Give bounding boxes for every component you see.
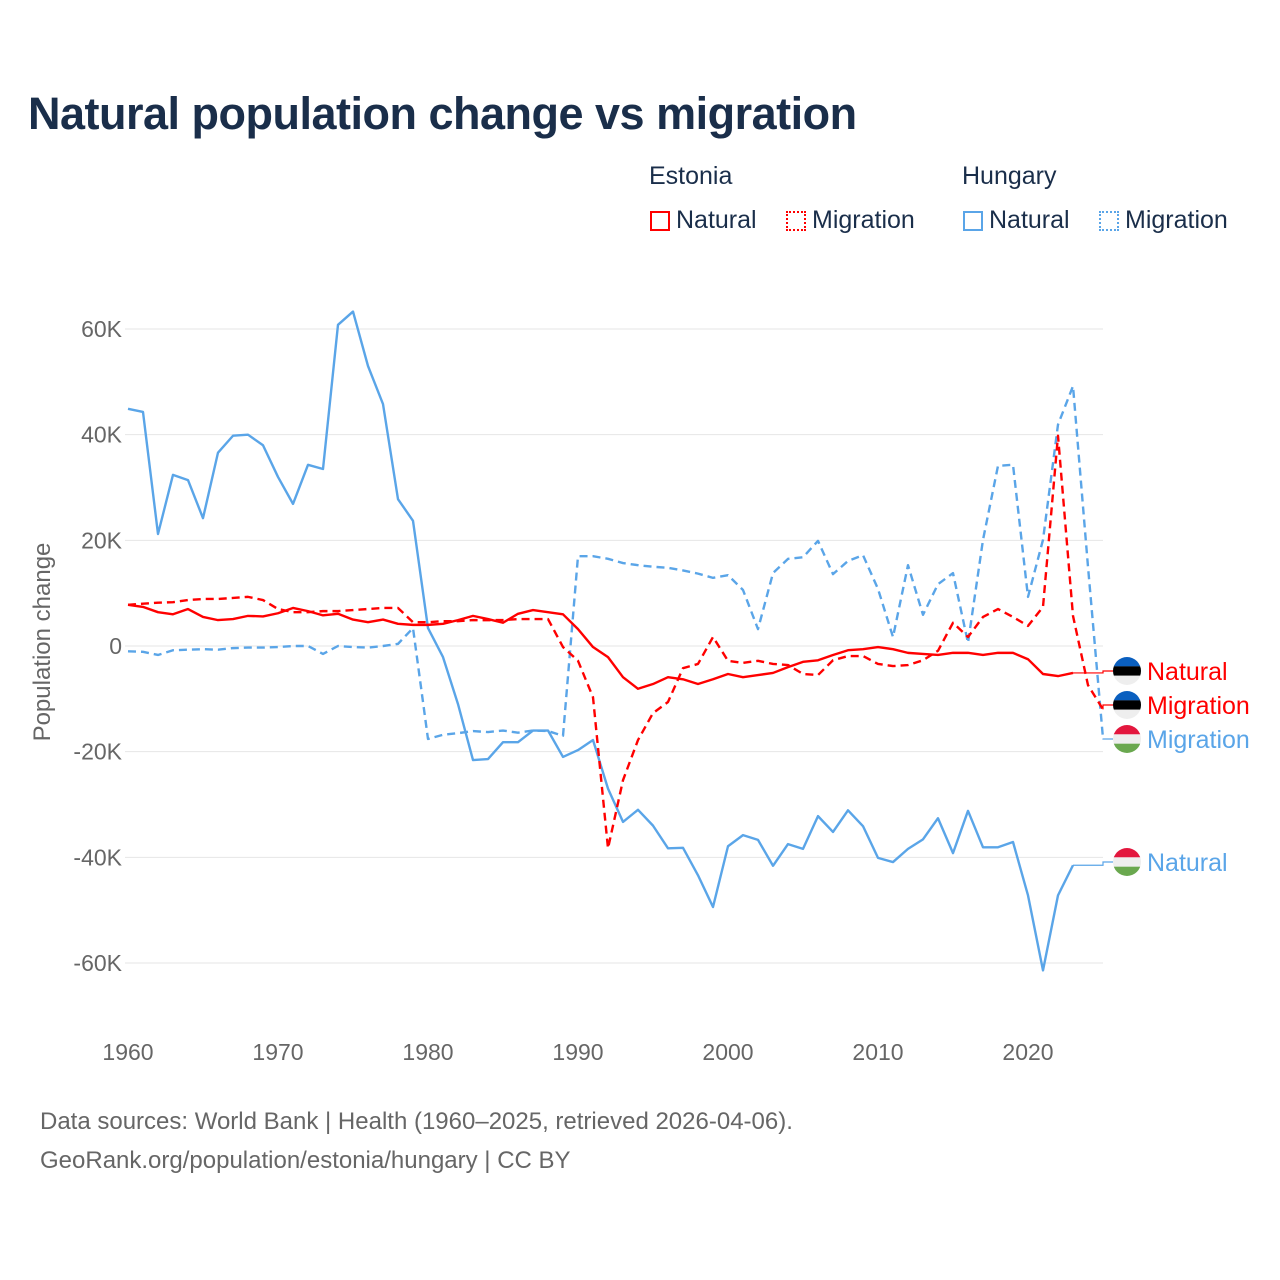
x-tick-label: 1990 [552, 1039, 603, 1065]
estonia-flag-icon [1113, 675, 1141, 685]
series-end-label: Natural [1147, 849, 1228, 877]
legend-swatch [1099, 210, 1119, 231]
hungary-flag-icon [1113, 866, 1141, 876]
series-end-label: Migration [1147, 692, 1250, 720]
legend-estonia-natural[interactable]: Natural [650, 206, 757, 235]
series-line-hungary-migration [127, 384, 1105, 741]
hungary-flag-icon [1113, 734, 1141, 744]
x-tick-label: 2020 [1002, 1039, 1053, 1065]
series-end-label: Natural [1147, 658, 1228, 686]
y-tick-label: 40K [81, 422, 123, 448]
x-tick-label: 2000 [702, 1039, 753, 1065]
legend-group-hungary: Hungary [962, 162, 1057, 190]
label-connector [1073, 670, 1113, 674]
legend-swatch [786, 210, 806, 231]
series-line-estonia-natural [127, 603, 1074, 690]
footer-attribution: GeoRank.org/population/estonia/hungary |… [40, 1147, 571, 1174]
chart-title: Natural population change vs migration [28, 88, 857, 139]
estonia-flag-icon [1113, 657, 1141, 667]
legend-estonia-migration[interactable]: Migration [786, 206, 915, 235]
x-tick-label: 1980 [402, 1039, 453, 1065]
estonia-flag-icon [1113, 700, 1141, 710]
series-line-hungary-natural [127, 310, 1075, 972]
hungary-flag-icon [1113, 743, 1141, 753]
y-tick-label: -40K [73, 844, 122, 870]
x-tick-label: 1970 [252, 1039, 303, 1065]
series-end-label: Migration [1147, 726, 1250, 754]
hungary-flag-icon [1113, 848, 1141, 858]
estonia-flag-icon [1113, 666, 1141, 676]
legend-swatch [963, 210, 983, 231]
legend-label: Migration [1125, 206, 1228, 234]
y-tick-label: -20K [73, 739, 122, 765]
x-tick-label: 2010 [852, 1039, 903, 1065]
label-connector [1102, 738, 1113, 740]
estonia-flag-icon [1113, 709, 1141, 719]
legend-hungary-migration[interactable]: Migration [1099, 206, 1228, 235]
series-line-estonia-migration [127, 434, 1105, 850]
y-tick-label: 60K [81, 316, 123, 342]
hungary-flag-icon [1113, 857, 1141, 867]
hungary-flag-icon [1113, 725, 1141, 735]
estonia-flag-icon [1113, 691, 1141, 701]
label-connector [1073, 861, 1113, 866]
label-connector [1102, 704, 1113, 710]
footer-sources: Data sources: World Bank | Health (1960–… [40, 1108, 793, 1135]
legend-hungary-natural[interactable]: Natural [963, 206, 1070, 235]
y-tick-label: 0 [109, 633, 122, 659]
legend-label: Natural [676, 206, 757, 234]
legend-label: Natural [989, 206, 1070, 234]
y-axis-label: Population change [29, 543, 56, 742]
legend-swatch [650, 210, 670, 231]
x-tick-label: 1960 [102, 1039, 153, 1065]
legend-label: Migration [812, 206, 915, 234]
y-tick-label: -60K [73, 950, 122, 976]
y-tick-label: 20K [81, 527, 123, 553]
legend-group-estonia: Estonia [649, 162, 733, 190]
